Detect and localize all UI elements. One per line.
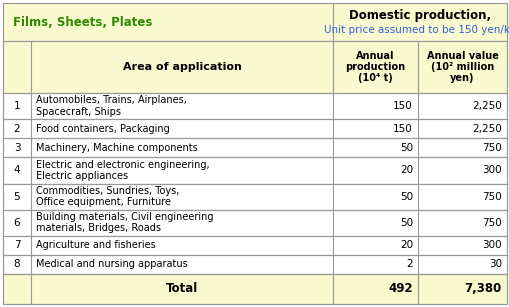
Text: 2: 2 [14,124,20,134]
Text: 4: 4 [14,165,20,175]
Bar [3,93,506,119]
Text: 6: 6 [14,218,20,228]
Text: Machinery, Machine components: Machinery, Machine components [36,143,197,153]
Text: 492: 492 [388,282,412,296]
Text: Building materials, Civil engineering
materials, Bridges, Roads: Building materials, Civil engineering ma… [36,212,213,233]
Text: (10² million: (10² million [430,62,493,72]
Text: 1: 1 [14,101,20,111]
Text: yen): yen) [449,73,474,83]
Text: 750: 750 [482,192,501,202]
Text: 50: 50 [399,143,412,153]
Text: 7,380: 7,380 [464,282,501,296]
Text: production: production [345,62,405,72]
Text: 2: 2 [406,259,412,270]
Text: Agriculture and fisheries: Agriculture and fisheries [36,240,155,250]
Text: 2,250: 2,250 [471,124,501,134]
Text: 150: 150 [392,101,412,111]
Bar [3,3,506,41]
Text: 300: 300 [482,240,501,250]
Text: 150: 150 [392,124,412,134]
Bar [3,138,506,157]
Text: Annual value: Annual value [426,51,497,61]
Text: 20: 20 [399,165,412,175]
Text: 5: 5 [14,192,20,202]
Text: 20: 20 [399,240,412,250]
Text: 750: 750 [482,218,501,228]
Text: Unit price assumed to be 150 yen/kg: Unit price assumed to be 150 yen/kg [323,25,509,35]
Text: 3: 3 [14,143,20,153]
Bar [3,157,506,184]
Text: 50: 50 [399,218,412,228]
Text: Commodities, Sundries, Toys,
Office equipment, Furniture: Commodities, Sundries, Toys, Office equi… [36,186,179,207]
Text: 2,250: 2,250 [471,101,501,111]
Text: Annual: Annual [356,51,394,61]
Text: 50: 50 [399,192,412,202]
Text: 300: 300 [482,165,501,175]
Text: 30: 30 [488,259,501,270]
Bar [3,41,506,93]
Bar [3,236,506,255]
Text: Films, Sheets, Plates: Films, Sheets, Plates [13,15,152,29]
Text: 8: 8 [14,259,20,270]
Bar [3,255,506,274]
Bar [3,274,506,304]
Text: Medical and nursing apparatus: Medical and nursing apparatus [36,259,187,270]
Text: (10⁴ t): (10⁴ t) [357,73,392,83]
Text: Total: Total [165,282,197,296]
Text: 750: 750 [482,143,501,153]
Text: Automobiles, Trains, Airplanes,
Spacecraft, Ships: Automobiles, Trains, Airplanes, Spacecra… [36,95,186,117]
Text: Area of application: Area of application [122,62,241,72]
Text: Domestic production,: Domestic production, [348,9,490,22]
Bar [3,210,506,236]
Text: Electric and electronic engineering,
Electric appliances: Electric and electronic engineering, Ele… [36,160,209,181]
Text: 7: 7 [14,240,20,250]
Bar [3,184,506,210]
Bar [3,119,506,138]
Text: Food containers, Packaging: Food containers, Packaging [36,124,169,134]
